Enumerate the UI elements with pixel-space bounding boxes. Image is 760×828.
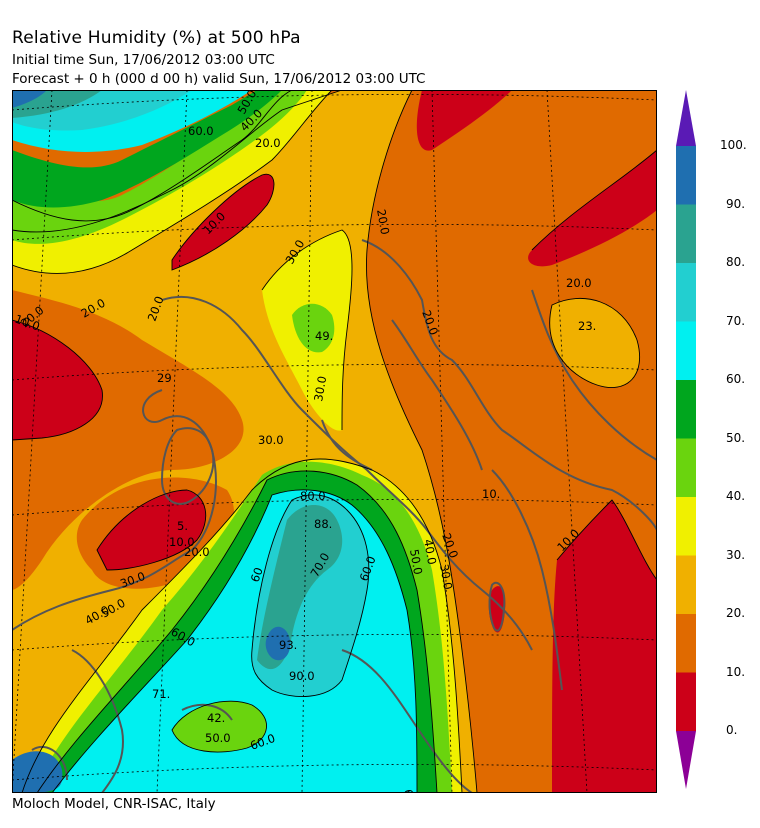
colorbar-label: 20. xyxy=(726,606,746,620)
colorbar-label: 10. xyxy=(726,664,746,679)
contour-label: 50.0 xyxy=(205,731,231,745)
colorbar-segment xyxy=(676,321,696,381)
contour-label: 20.0 xyxy=(374,208,392,236)
humidity-band-0-10-ne xyxy=(416,90,512,151)
humidity-band-0-10-ne2 xyxy=(528,150,657,267)
colorbar-label: 70. xyxy=(726,313,746,328)
contour-label: 60.0 xyxy=(188,124,214,138)
colorbar-segment xyxy=(676,204,696,264)
colorbar-segment xyxy=(676,438,696,498)
contour-label: 88. xyxy=(314,517,332,531)
contour-label: 5. xyxy=(177,519,188,533)
colorbar-segment xyxy=(676,380,696,439)
forecast-label: Forecast + 0 h (000 d 00 h) valid Sun, 1… xyxy=(12,71,426,87)
coastlines xyxy=(12,239,657,793)
colorbar-label: 90. xyxy=(726,196,746,211)
colorbar-label: 40. xyxy=(726,489,746,503)
contour-label: 40.0 xyxy=(421,538,439,566)
contour-label: 60 xyxy=(248,565,266,584)
contour-label: 71. xyxy=(152,687,170,701)
contour-label: 10. xyxy=(482,487,500,501)
contour-label: 93. xyxy=(279,638,297,652)
contour-label: 49. xyxy=(315,329,333,343)
humidity-band-90-100-sw xyxy=(12,751,63,793)
humidity-band-20-30-east xyxy=(549,298,640,388)
contour-lines xyxy=(12,90,657,793)
contour-label: 30.0 xyxy=(311,375,329,403)
initial-time-label: Initial time Sun, 17/06/2012 03:00 UTC xyxy=(12,52,275,68)
contour-label: 23. xyxy=(578,319,596,333)
contour-label: 30.0 xyxy=(437,563,455,591)
contour-label: 20.0 xyxy=(184,545,210,559)
colorbar-bottom-arrow xyxy=(676,731,696,789)
colorbar-segment xyxy=(676,146,696,205)
colorbar-label: 60. xyxy=(726,372,746,386)
contour-label: 90.0 xyxy=(289,669,315,683)
humidity-band-90-100-north xyxy=(12,90,47,108)
colorbar-top-arrow xyxy=(676,90,696,146)
humidity-band-90-100-south xyxy=(265,626,291,661)
contour-label: 80.0 xyxy=(300,489,326,503)
humidity-band-0-10-nw xyxy=(172,174,274,270)
humidity-band-0-10-west xyxy=(12,320,103,440)
contour-label: 42. xyxy=(207,711,225,725)
contour-label: 29 xyxy=(157,371,172,385)
humidity-map: 60.0 20.0 10.0 30.0 20.0 10.0 20.0 20.0 … xyxy=(12,90,657,793)
colorbar-segment xyxy=(676,555,696,615)
colorbar xyxy=(676,90,696,789)
humidity-band-0-10-island xyxy=(488,586,506,633)
humidity-band-40-50-central xyxy=(292,303,335,353)
map-title: Relative Humidity (%) at 500 hPa xyxy=(12,28,301,48)
colorbar-segment xyxy=(676,263,696,322)
humidity-band-40-50-north xyxy=(12,90,307,244)
model-credit: Moloch Model, CNR-ISAC, Italy xyxy=(12,796,216,812)
colorbar-segment xyxy=(676,614,696,673)
humidity-band-0-10-se xyxy=(552,500,657,793)
humidity-band-40-50-inner xyxy=(172,701,267,753)
colorbar-segment xyxy=(676,497,696,556)
contour-label: 60 xyxy=(401,788,417,793)
contour-label: 50.0 xyxy=(407,548,425,576)
colorbar-label: 50. xyxy=(726,430,746,445)
humidity-band-50-60-north xyxy=(12,90,282,208)
contour-label: 10.0 xyxy=(169,535,195,549)
colorbar-label: 100. xyxy=(720,138,747,152)
contour-label: 20.0 xyxy=(255,136,281,150)
colorbar-label: 80. xyxy=(726,255,746,269)
colorbar-label: 30. xyxy=(726,547,746,562)
colorbar-label: 0. xyxy=(726,723,738,737)
humidity-band-0-10-sw xyxy=(97,490,206,570)
contour-label: 20.0 xyxy=(566,276,592,290)
colorbar-segment xyxy=(676,672,696,732)
contour-label: 30.0 xyxy=(258,433,284,447)
